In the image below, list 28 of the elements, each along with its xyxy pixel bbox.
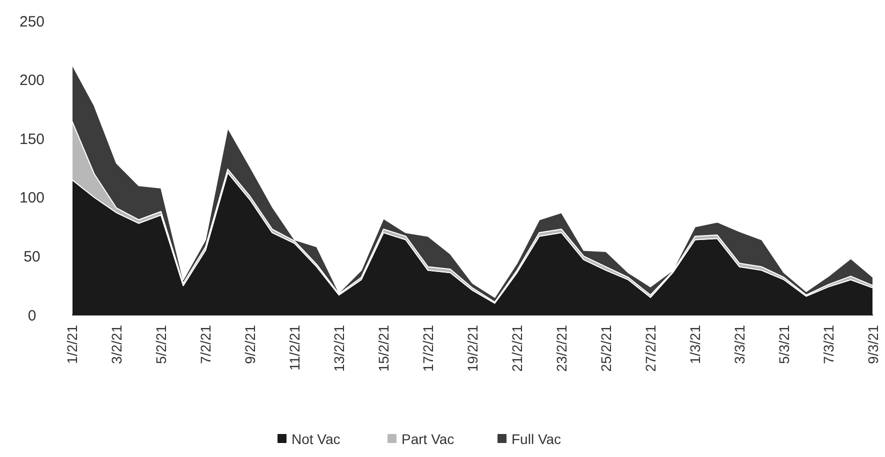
y-tick-label: 250	[19, 13, 45, 30]
y-tick-label: 200	[19, 72, 45, 90]
x-tick-label: 19/2/21	[464, 324, 480, 372]
x-tick-label: 7/3/21	[820, 324, 836, 364]
y-tick-label: 0	[28, 307, 36, 324]
legend-label: Not Vac	[292, 430, 340, 447]
x-tick-label: 1/3/21	[686, 324, 703, 364]
x-tick-label: 21/2/21	[508, 324, 525, 372]
x-tick-label: 27/2/21	[642, 324, 658, 372]
x-tick-label: 5/2/21	[152, 324, 169, 364]
x-tick-label: 17/2/21	[420, 324, 436, 372]
y-tick-label: 100	[19, 190, 45, 207]
x-tick-label: 7/2/21	[197, 324, 214, 364]
x-tick-label: 15/2/21	[375, 324, 392, 372]
x-tick-label: 9/3/21	[864, 324, 881, 364]
legend-label: Full Vac	[512, 430, 562, 447]
x-tick-label: 13/2/21	[330, 324, 347, 372]
legend-label: Part Vac	[402, 430, 454, 447]
x-tick-label: 25/2/21	[598, 324, 614, 372]
x-tick-label: 23/2/21	[553, 324, 570, 372]
x-tick-label: 1/2/21	[64, 324, 80, 364]
x-tick-label: 3/3/21	[731, 324, 748, 364]
x-tick-label: 11/2/21	[286, 324, 302, 371]
y-tick-label: 150	[19, 130, 45, 148]
x-tick-label: 3/2/21	[108, 324, 124, 364]
y-tick-label: 50	[24, 248, 40, 266]
x-tick-label: 9/2/21	[242, 324, 258, 364]
x-tick-label: 5/3/21	[776, 324, 792, 364]
